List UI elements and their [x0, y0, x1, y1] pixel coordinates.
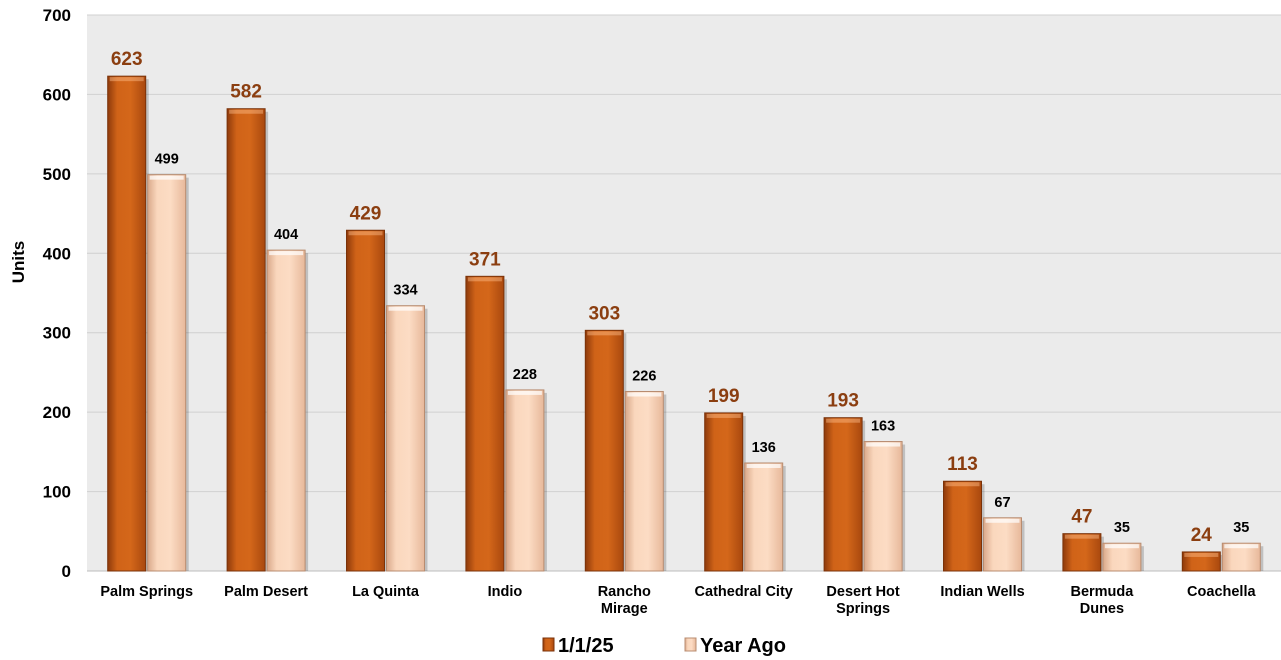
y-tick-label: 700	[43, 6, 71, 25]
bar-bevel	[866, 442, 901, 447]
y-tick-label: 400	[43, 244, 71, 263]
y-tick-label: 300	[43, 324, 71, 343]
x-tick-label: Dunes	[1080, 601, 1124, 617]
data-label-year-ago: 136	[752, 440, 776, 456]
data-label-year-ago: 163	[871, 419, 895, 435]
bar-bevel	[388, 306, 423, 311]
x-tick-label: Indian Wells	[940, 584, 1024, 600]
data-label-current: 113	[947, 454, 978, 475]
legend-swatch-current	[542, 637, 555, 652]
bar-year-ago	[266, 249, 306, 572]
data-label-current: 193	[827, 391, 859, 412]
x-tick-label: Coachella	[1187, 584, 1256, 600]
y-tick-label: 600	[43, 85, 71, 104]
y-axis-label: Units	[9, 241, 28, 284]
data-label-current: 303	[588, 303, 620, 324]
x-tick-label: Palm Springs	[100, 584, 193, 600]
bars	[107, 75, 1264, 572]
bar-bevel	[985, 518, 1020, 523]
bar-current	[346, 229, 385, 572]
y-tick-label: 0	[62, 562, 71, 581]
x-axis: Palm Springs Palm Desert La Quinta Indio Ran…	[100, 584, 1256, 617]
y-tick-label: 100	[43, 483, 71, 502]
y-tick-label: 500	[43, 165, 71, 184]
y-tick-label: 200	[43, 403, 71, 422]
data-label-year-ago: 404	[274, 227, 298, 243]
bar-bevel	[1184, 552, 1219, 557]
x-tick-label: Cathedral City	[695, 584, 793, 600]
x-tick-label: La Quinta	[352, 584, 420, 600]
x-tick-label: Bermuda	[1070, 584, 1134, 600]
data-label-current: 47	[1071, 507, 1092, 528]
bar-current	[584, 329, 624, 572]
x-tick-label: Palm Desert	[224, 584, 308, 600]
bar-bevel	[1224, 544, 1259, 549]
bar-current	[1062, 533, 1102, 572]
x-tick-label: Mirage	[601, 601, 648, 617]
bar-bevel	[1064, 534, 1099, 539]
bar-bevel	[627, 392, 662, 397]
bar-bevel	[706, 413, 741, 418]
bar-bevel	[109, 77, 144, 82]
bar-current	[823, 417, 863, 572]
bar-bevel	[746, 463, 781, 468]
bar-year-ago	[147, 174, 187, 572]
bar-bevel	[945, 482, 980, 487]
data-label-current: 199	[708, 386, 740, 407]
bar-year-ago	[505, 389, 545, 572]
bar-current	[465, 275, 505, 572]
x-tick-label: Desert Hot	[826, 584, 899, 600]
bar-current	[107, 75, 147, 572]
data-label-year-ago: 226	[632, 368, 656, 384]
x-tick-label: Rancho	[598, 584, 651, 600]
data-label-current: 429	[350, 203, 382, 224]
bar-bevel	[229, 109, 264, 114]
bar-current	[1181, 551, 1221, 572]
data-labels: 623 499 582 404 429 334 371 228 303 226 199 136 193 1…	[111, 49, 1250, 546]
data-label-year-ago: 35	[1233, 520, 1249, 536]
bar-current	[943, 480, 982, 572]
bar-bevel	[587, 331, 622, 336]
bar-year-ago	[863, 441, 903, 572]
bar-year-ago	[983, 517, 1022, 572]
x-tick-label: Springs	[836, 601, 890, 617]
data-label-current: 24	[1191, 525, 1213, 546]
bar-bevel	[826, 418, 861, 423]
legend-swatch-year-ago	[684, 637, 697, 652]
y-axis: 0 100 200 300 400 500 600 700	[43, 6, 71, 581]
legend-label-current: 1/1/25	[558, 635, 614, 657]
data-label-year-ago: 334	[393, 283, 417, 299]
data-label-current: 371	[469, 249, 501, 270]
bar-bevel	[149, 175, 184, 180]
data-label-year-ago: 499	[155, 152, 179, 168]
bar-bevel	[507, 390, 542, 395]
data-label-current: 582	[230, 82, 262, 103]
bar-current	[226, 108, 266, 572]
x-tick-label: Indio	[488, 584, 523, 600]
legend: 1/1/25 Year Ago	[542, 635, 786, 657]
data-label-current: 623	[111, 49, 143, 70]
bar-bevel	[348, 231, 383, 236]
bar-bevel	[467, 277, 502, 282]
bar-bevel	[269, 251, 304, 256]
bar-bevel	[1104, 544, 1139, 549]
data-label-year-ago: 67	[994, 495, 1010, 511]
bar-year-ago	[744, 462, 784, 572]
bar-year-ago	[624, 390, 664, 572]
data-label-year-ago: 35	[1114, 520, 1130, 536]
data-label-year-ago: 228	[513, 367, 537, 383]
bar-current	[704, 412, 744, 572]
bar-year-ago	[386, 305, 425, 572]
legend-label-year-ago: Year Ago	[700, 635, 786, 657]
